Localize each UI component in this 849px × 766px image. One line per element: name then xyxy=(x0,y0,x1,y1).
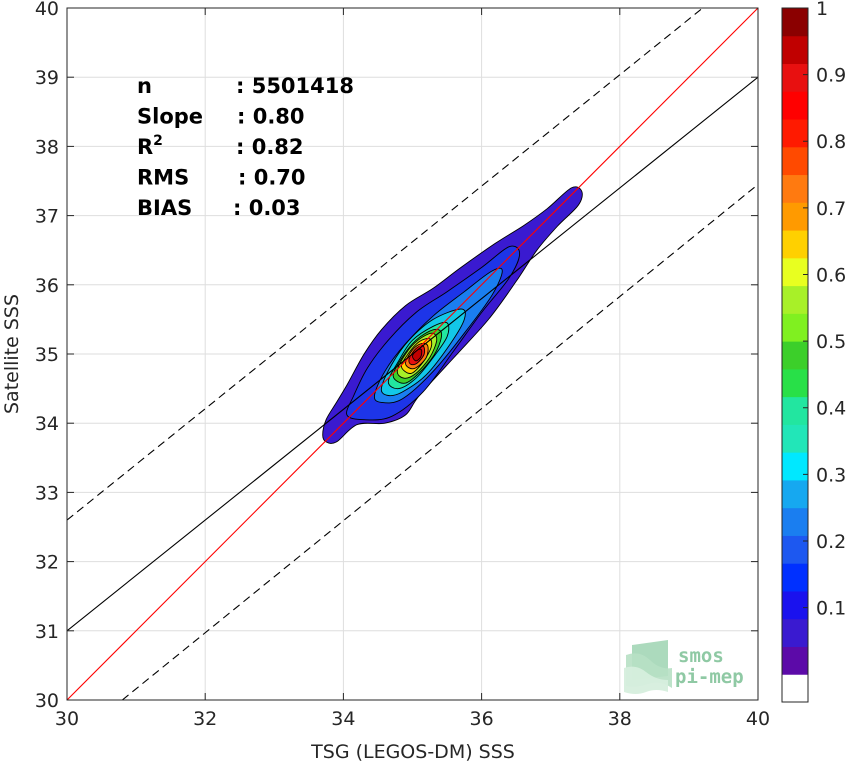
stats-box: n : 5501418 Slope : 0.80 R2 : 0.82 RMS : 0.70 BI… xyxy=(137,74,354,220)
x-tick-label: 40 xyxy=(746,708,770,730)
stat-label-slope: Slope xyxy=(137,105,203,129)
colorbar-segment xyxy=(782,285,808,314)
colorbar-segment xyxy=(782,35,808,65)
y-tick-label: 33 xyxy=(35,482,59,504)
x-tick-label: 38 xyxy=(608,708,632,730)
colorbar: 0.1 0.2 0.3 0.4 0.5 0.6 0.7 0.8 0.9 1 xyxy=(781,0,846,703)
y-tick-label: 35 xyxy=(35,344,59,366)
colorbar-tick-label: 0.2 xyxy=(816,531,846,553)
y-tick-label: 38 xyxy=(35,136,59,158)
colorbar-segment xyxy=(782,341,808,370)
x-axis-label: TSG (LEGOS-DM) SSS xyxy=(310,741,515,763)
colorbar-segment xyxy=(782,368,808,398)
colorbar-segment xyxy=(782,452,808,481)
stat-label-rms: RMS xyxy=(137,166,189,190)
y-tick-label: 39 xyxy=(35,67,59,89)
stat-label-n: n xyxy=(137,74,152,98)
colorbar-segment xyxy=(782,646,808,675)
x-tick-label: 30 xyxy=(55,708,79,730)
stat-label-r: R2 xyxy=(137,133,163,159)
y-tick-label: 30 xyxy=(35,690,59,712)
colorbar-tick-label: 0.8 xyxy=(816,131,846,153)
stat-value-slope: : 0.80 xyxy=(237,105,305,129)
colorbar-tick-label: 0.1 xyxy=(816,598,846,620)
colorbar-segment xyxy=(782,535,808,564)
stat-value-r: : 0.82 xyxy=(236,135,304,159)
grid xyxy=(67,8,758,700)
colorbar-tick-label: 0.4 xyxy=(816,398,846,420)
y-axis-label: Satellite SSS xyxy=(1,294,23,414)
stat-label-bias: BIAS xyxy=(137,196,192,220)
colorbar-segment xyxy=(782,396,808,425)
regression-line xyxy=(67,76,758,632)
reference-lines xyxy=(67,8,758,700)
logo-line-1: smos xyxy=(678,645,724,667)
colorbar-segment xyxy=(782,146,808,176)
colorbar-segment xyxy=(782,257,808,287)
colorbar-tick-label: 0.3 xyxy=(816,464,846,486)
colorbar-segment xyxy=(782,63,808,92)
colorbar-segment xyxy=(782,202,808,231)
colorbar-segment xyxy=(782,313,808,342)
colorbar-tick-label: 0.7 xyxy=(816,198,846,220)
colorbar-segment xyxy=(782,674,808,703)
colorbar-segment xyxy=(782,91,808,120)
stat-value-bias: : 0.03 xyxy=(233,196,301,220)
colorbar-segment xyxy=(782,618,808,647)
stat-value-n: : 5501418 xyxy=(236,74,354,98)
y-tick-label: 36 xyxy=(35,275,59,297)
y-tick-label: 31 xyxy=(35,621,59,643)
axes: 30 32 34 36 38 40 30 31 32 33 34 35 36 37 38 39 40 xyxy=(35,0,770,730)
colorbar-segment xyxy=(782,230,808,259)
y-tick-label: 32 xyxy=(35,552,59,574)
stat-value-rms: : 0.70 xyxy=(238,166,306,190)
x-tick-label: 32 xyxy=(193,708,217,730)
x-tick-label: 36 xyxy=(470,708,494,730)
colorbar-segment xyxy=(782,424,808,453)
lower-bound-line xyxy=(121,184,758,700)
logo-line-2: pi-mep xyxy=(675,666,744,688)
y-tick-label: 34 xyxy=(35,413,59,435)
colorbar-frame xyxy=(781,7,809,703)
colorbar-segment xyxy=(782,8,808,37)
colorbar-tick-label: 0.9 xyxy=(816,65,846,87)
colorbar-tick-label: 1 xyxy=(816,0,828,20)
y-tick-label: 37 xyxy=(35,206,59,228)
x-tick-label: 34 xyxy=(331,708,355,730)
colorbar-segment xyxy=(782,119,808,148)
colorbar-segment xyxy=(782,590,808,620)
colorbar-segment xyxy=(782,563,808,592)
colorbar-segment xyxy=(782,479,808,509)
upper-bound-line xyxy=(67,8,704,521)
y-tick-label: 40 xyxy=(35,0,59,20)
colorbar-segment xyxy=(782,174,808,203)
logo-icon xyxy=(624,640,672,694)
colorbar-segment xyxy=(782,507,808,536)
colorbar-tick-label: 0.6 xyxy=(816,264,846,286)
colorbar-tick-label: 0.5 xyxy=(816,331,846,353)
